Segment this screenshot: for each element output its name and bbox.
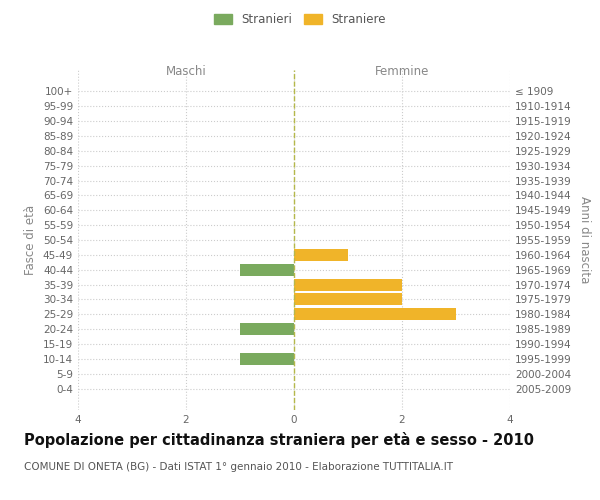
Y-axis label: Fasce di età: Fasce di età (25, 205, 37, 275)
Text: COMUNE DI ONETA (BG) - Dati ISTAT 1° gennaio 2010 - Elaborazione TUTTITALIA.IT: COMUNE DI ONETA (BG) - Dati ISTAT 1° gen… (24, 462, 453, 472)
Bar (240, 264, 294, 276)
Bar (294, 294, 402, 306)
Bar (240, 323, 294, 335)
Text: Femmine: Femmine (375, 65, 429, 78)
Text: Popolazione per cittadinanza straniera per età e sesso - 2010: Popolazione per cittadinanza straniera p… (24, 432, 534, 448)
Bar (294, 308, 456, 320)
Bar (240, 353, 294, 365)
Bar (294, 249, 348, 261)
Y-axis label: Anni di nascita: Anni di nascita (578, 196, 591, 284)
Text: Maschi: Maschi (166, 65, 206, 78)
Bar (294, 278, 402, 290)
Legend: Stranieri, Straniere: Stranieri, Straniere (209, 8, 391, 31)
